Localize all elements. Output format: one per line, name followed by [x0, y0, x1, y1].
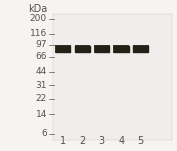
Bar — [53, 14, 172, 140]
Bar — [55, 45, 71, 53]
Text: 66: 66 — [35, 52, 47, 61]
Bar — [94, 45, 110, 53]
Bar — [113, 45, 129, 53]
Text: 4: 4 — [118, 137, 124, 146]
Text: 44: 44 — [36, 67, 47, 76]
Text: 97: 97 — [35, 40, 47, 49]
Text: 22: 22 — [36, 94, 47, 103]
Bar — [133, 45, 149, 53]
Text: 2: 2 — [79, 137, 85, 146]
Text: 31: 31 — [35, 81, 47, 90]
Text: 116: 116 — [30, 29, 47, 39]
Text: 3: 3 — [99, 137, 105, 146]
Text: 5: 5 — [138, 137, 144, 146]
Text: 200: 200 — [30, 14, 47, 23]
Text: kDa: kDa — [28, 4, 48, 14]
Text: 14: 14 — [36, 109, 47, 119]
Bar — [75, 45, 90, 53]
Text: 1: 1 — [60, 137, 66, 146]
Text: 6: 6 — [41, 129, 47, 138]
